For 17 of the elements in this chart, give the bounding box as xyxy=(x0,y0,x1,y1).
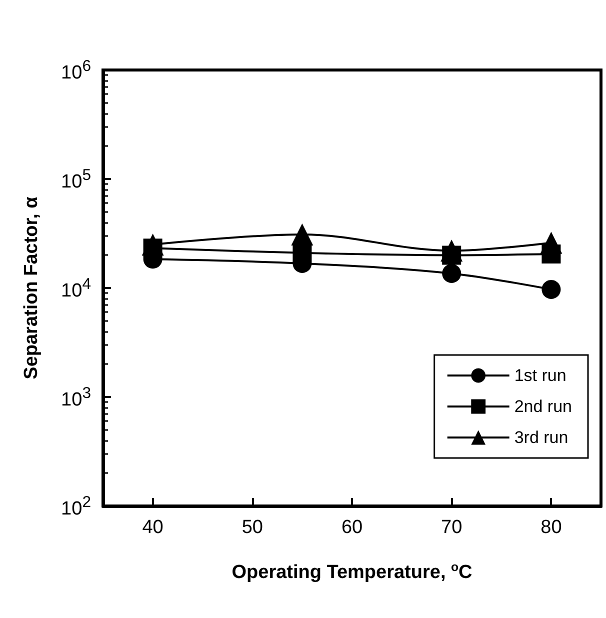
y-axis-title: Separation Factor, α xyxy=(21,196,42,380)
y-tick-label: 10$^{5}$ xyxy=(61,167,91,192)
point xyxy=(542,280,561,299)
x-tick-label: 60 xyxy=(341,517,363,538)
point xyxy=(542,244,561,264)
x-tick-label: 40 xyxy=(142,517,164,538)
point xyxy=(442,264,462,283)
x-tick-label: 80 xyxy=(540,517,562,538)
y-tick-label: 10$^{2}$ xyxy=(61,494,91,520)
x-tick-label: 50 xyxy=(242,517,263,538)
y-tick-label: 10$^{3}$ xyxy=(61,385,91,410)
legend-label: 2nd run xyxy=(514,397,572,416)
y-tick-label: 10$^{4}$ xyxy=(61,276,91,302)
legend-label: 1st run xyxy=(514,366,566,385)
legend-label: 3rd run xyxy=(514,428,568,447)
y-tick-label: 10$^{6}$ xyxy=(61,58,91,84)
x-tick-label: 70 xyxy=(441,517,462,538)
